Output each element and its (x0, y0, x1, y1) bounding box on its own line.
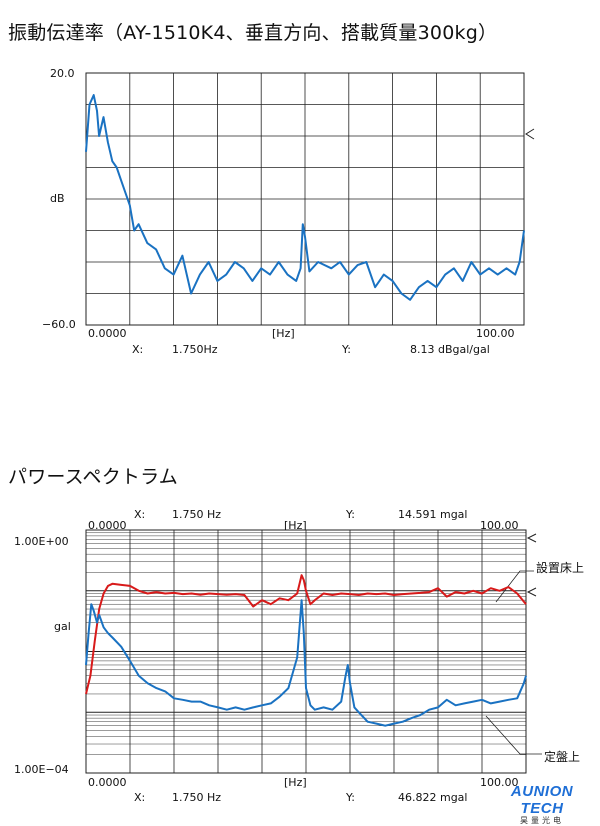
chart2-xtick-left-bottom: 0.0000 (88, 776, 127, 789)
chart1-cursor-x-label: X: (132, 343, 144, 356)
chart2-cursor-bottom-y-value: 46.822 mgal (398, 791, 468, 804)
chart2-cursor-bottom-y-label: Y: (346, 791, 355, 804)
annotation-table-leader (485, 715, 542, 755)
chart2-ytick-top: 1.00E+00 (14, 535, 69, 548)
annotation-floor-leader (495, 570, 534, 603)
chart1-xtick-left: 0.0000 (88, 327, 127, 340)
chart1-xtick-right: 100.00 (476, 327, 515, 340)
chart2-cursor-top-x-label: X: (134, 508, 146, 521)
chart2-series-line-0 (85, 574, 527, 695)
chart2-xtick-right-bottom: 100.00 (480, 776, 519, 789)
chart2-xunit-top: [Hz] (284, 519, 307, 532)
chart1-xunit: [Hz] (272, 327, 295, 340)
annotation-floor: 設置床上 (536, 561, 585, 575)
chart1-cursor-y-label: Y: (342, 343, 351, 356)
chart1-ytick-bottom: −60.0 (42, 318, 76, 331)
chart2-cursor-bottom-x-value: 1.750 Hz (172, 791, 222, 804)
chart2-right-marker-top (526, 533, 537, 543)
chart1-ylabel: dB (50, 192, 65, 205)
chart2-cursor-top-y-value: 14.591 mgal (398, 508, 468, 521)
chart2-right-marker-mid (526, 587, 537, 597)
chart2-ytick-bottom: 1.00E−04 (14, 763, 69, 776)
chart2-cursor-top-y-label: Y: (346, 508, 355, 521)
chart1-series-line-0 (85, 94, 525, 301)
chart2-title: パワースペクトラム (8, 466, 178, 488)
chart2-cursor-top-x-value: 1.750 Hz (172, 508, 222, 521)
chart1-cursor-x-value: 1.750Hz (172, 343, 218, 356)
chart2-xtick-right-top: 100.00 (480, 519, 519, 532)
chart1-right-marker (525, 128, 535, 140)
annotation-table: 定盤上 (544, 750, 581, 764)
chart2-xtick-left-top: 0.0000 (88, 519, 127, 532)
chart2-cursor-bottom-x-label: X: (134, 791, 146, 804)
chart2-ylabel: gal (54, 620, 71, 633)
chart1-ytick-top: 20.0 (50, 67, 75, 80)
chart2-series-line-1 (85, 599, 527, 727)
chart2-xunit-bottom: [Hz] (284, 776, 307, 789)
chart1-title: 振動伝達率（AY-1510K4、垂直方向、搭載質量300kg） (8, 22, 498, 44)
chart1-cursor-y-value: 8.13 dBgal/gal (410, 343, 490, 356)
